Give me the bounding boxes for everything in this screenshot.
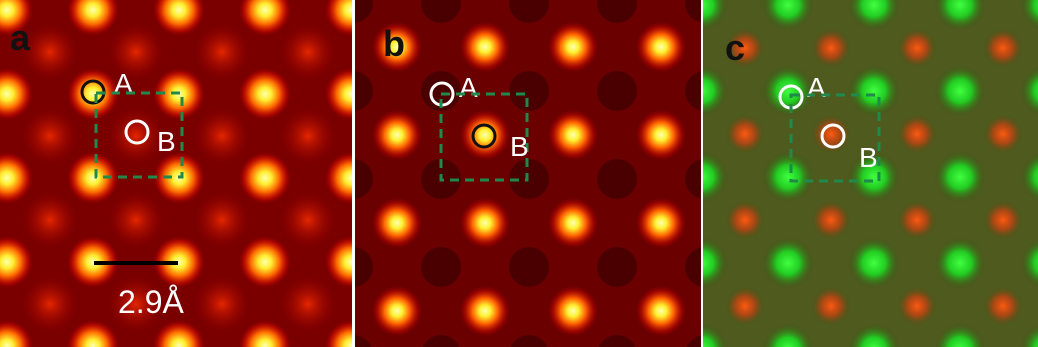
site-b-marker (471, 123, 497, 149)
site-b-marker (124, 119, 150, 145)
unit-cell-box (439, 92, 529, 182)
unit-cell-box (789, 93, 881, 183)
site-b-label: B (510, 131, 529, 162)
stm-panel-c: c A B (703, 0, 1038, 347)
stm-image-b: b A B (355, 0, 701, 347)
stm-image-a: a A B 2.9Å (0, 0, 352, 347)
panel-label-b: b (383, 23, 405, 64)
stm-panel-a: a A B 2.9Å (0, 0, 352, 347)
unit-cell-box (94, 91, 184, 179)
scale-bar-label: 2.9Å (118, 284, 184, 320)
scale-bar (94, 261, 178, 265)
stm-panel-b: b A B (355, 0, 701, 347)
site-b-label: B (157, 126, 176, 157)
site-a-label: A (459, 72, 478, 103)
stm-image-c: c A B (703, 0, 1038, 347)
site-a-label: A (807, 72, 826, 103)
panel-label-a: a (10, 17, 31, 58)
site-b-label: B (859, 142, 878, 173)
panel-label-c: c (725, 27, 745, 68)
site-b-marker (820, 123, 846, 149)
site-a-label: A (114, 68, 133, 99)
